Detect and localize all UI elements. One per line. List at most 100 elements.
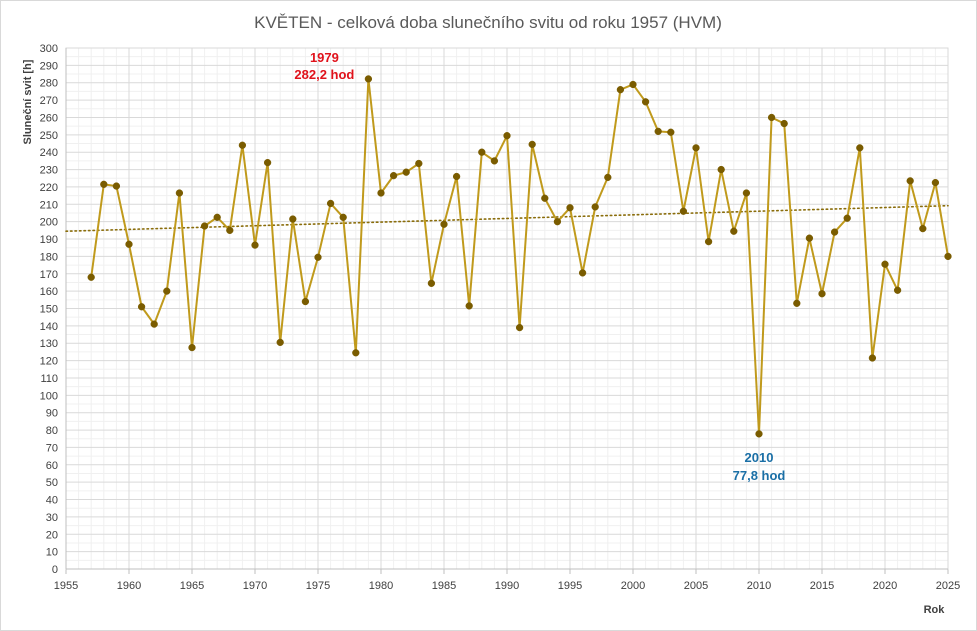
data-point — [931, 178, 940, 187]
data-point — [440, 220, 448, 228]
y-tick-label: 290 — [40, 60, 58, 72]
x-tick-label: 1975 — [306, 580, 330, 592]
data-point — [352, 349, 360, 357]
y-tick-label: 40 — [46, 495, 58, 507]
trendline — [65, 204, 949, 233]
y-tick-label: 300 — [40, 43, 58, 55]
data-point — [415, 159, 423, 168]
data-point — [137, 303, 146, 311]
y-tick-label: 50 — [46, 477, 58, 489]
y-tick-label: 80 — [46, 425, 58, 437]
x-tick-label: 1990 — [495, 580, 519, 592]
x-axis-title: Rok — [924, 604, 946, 616]
data-point — [553, 218, 562, 226]
data-point — [163, 287, 171, 295]
data-point — [490, 157, 499, 165]
x-tick-label: 2000 — [621, 580, 645, 592]
data-point — [830, 228, 839, 236]
y-tick-label: 190 — [40, 234, 58, 246]
x-tick-label: 1965 — [180, 580, 204, 592]
data-point — [326, 199, 335, 208]
annotation-year-label: 1979 — [310, 50, 339, 65]
data-point — [87, 273, 95, 281]
x-tick-label: 2025 — [936, 580, 960, 592]
x-tick-label: 1980 — [369, 580, 393, 592]
y-tick-label: 220 — [40, 182, 58, 194]
y-tick-label: 150 — [40, 304, 58, 316]
data-point — [238, 141, 247, 149]
data-point — [717, 165, 725, 174]
data-point — [276, 338, 284, 347]
annotations-group: 1979 282,2 hod 2010 77,8 hod — [294, 50, 785, 483]
trendline-group — [65, 204, 949, 233]
data-point — [616, 86, 625, 94]
data-point — [843, 214, 851, 222]
x-tick-label: 1955 — [54, 580, 78, 592]
data-point — [541, 194, 549, 202]
y-tick-label: 230 — [40, 165, 58, 177]
x-tick-label: 1970 — [243, 580, 267, 592]
data-point — [944, 252, 952, 261]
data-point — [641, 98, 650, 106]
data-point — [427, 279, 436, 287]
data-point — [503, 132, 511, 140]
data-point — [100, 180, 108, 188]
markers-group — [87, 75, 952, 438]
data-point — [175, 189, 184, 197]
data-point — [767, 113, 776, 122]
x-tick-label: 2020 — [873, 580, 897, 592]
x-tick-label: 1960 — [117, 580, 141, 592]
y-tick-label: 180 — [40, 251, 58, 263]
data-point — [780, 119, 788, 128]
x-tick-label: 1985 — [432, 580, 456, 592]
y-tick-label: 210 — [40, 199, 58, 211]
data-point — [339, 213, 347, 221]
data-point — [692, 144, 700, 152]
y-tick-label: 110 — [40, 373, 58, 385]
y-tick-label: 120 — [40, 356, 58, 368]
data-point — [314, 253, 322, 261]
data-point — [301, 297, 310, 306]
data-point — [654, 127, 662, 136]
data-point — [478, 148, 486, 156]
data-point — [793, 299, 801, 307]
data-point — [263, 158, 272, 167]
data-point — [226, 226, 234, 235]
annotation-value-label: 77,8 hod — [733, 468, 786, 483]
x-tick-label: 2005 — [684, 580, 708, 592]
data-point — [604, 173, 612, 182]
x-tick-label: 2015 — [810, 580, 834, 592]
annotation-year-label: 2010 — [745, 450, 774, 465]
data-point — [465, 302, 473, 310]
data-point — [578, 269, 587, 277]
data-point — [730, 227, 738, 235]
data-point — [679, 207, 688, 215]
y-tick-label: 160 — [40, 286, 58, 298]
data-point — [629, 80, 637, 89]
data-point — [150, 320, 158, 328]
data-point — [704, 237, 713, 246]
data-point — [591, 203, 599, 211]
data-point — [200, 222, 209, 230]
data-point — [377, 189, 385, 197]
y-axis-title: Sluneční svit [h] — [22, 59, 34, 144]
data-point — [402, 168, 410, 176]
data-point — [389, 171, 398, 180]
y-tick-label: 260 — [40, 112, 58, 124]
data-point — [856, 144, 864, 152]
y-tick-label: 240 — [40, 147, 58, 159]
y-tick-label: 250 — [40, 130, 58, 142]
x-tick-label: 2010 — [747, 580, 771, 592]
x-tick-labels: 1955 1960 1965 1970 1975 1980 1985 1990 1995 2000… — [54, 580, 960, 592]
annotation-value-label: 282,2 hod — [294, 67, 354, 82]
data-point — [667, 128, 675, 136]
data-point — [893, 286, 902, 294]
data-point — [289, 215, 297, 223]
data-point — [364, 75, 373, 83]
y-tick-label: 0 — [52, 564, 58, 576]
x-tick-label: 1995 — [558, 580, 582, 592]
y-tick-label: 140 — [40, 321, 58, 333]
data-point — [755, 430, 763, 438]
y-tick-label: 70 — [46, 442, 58, 454]
